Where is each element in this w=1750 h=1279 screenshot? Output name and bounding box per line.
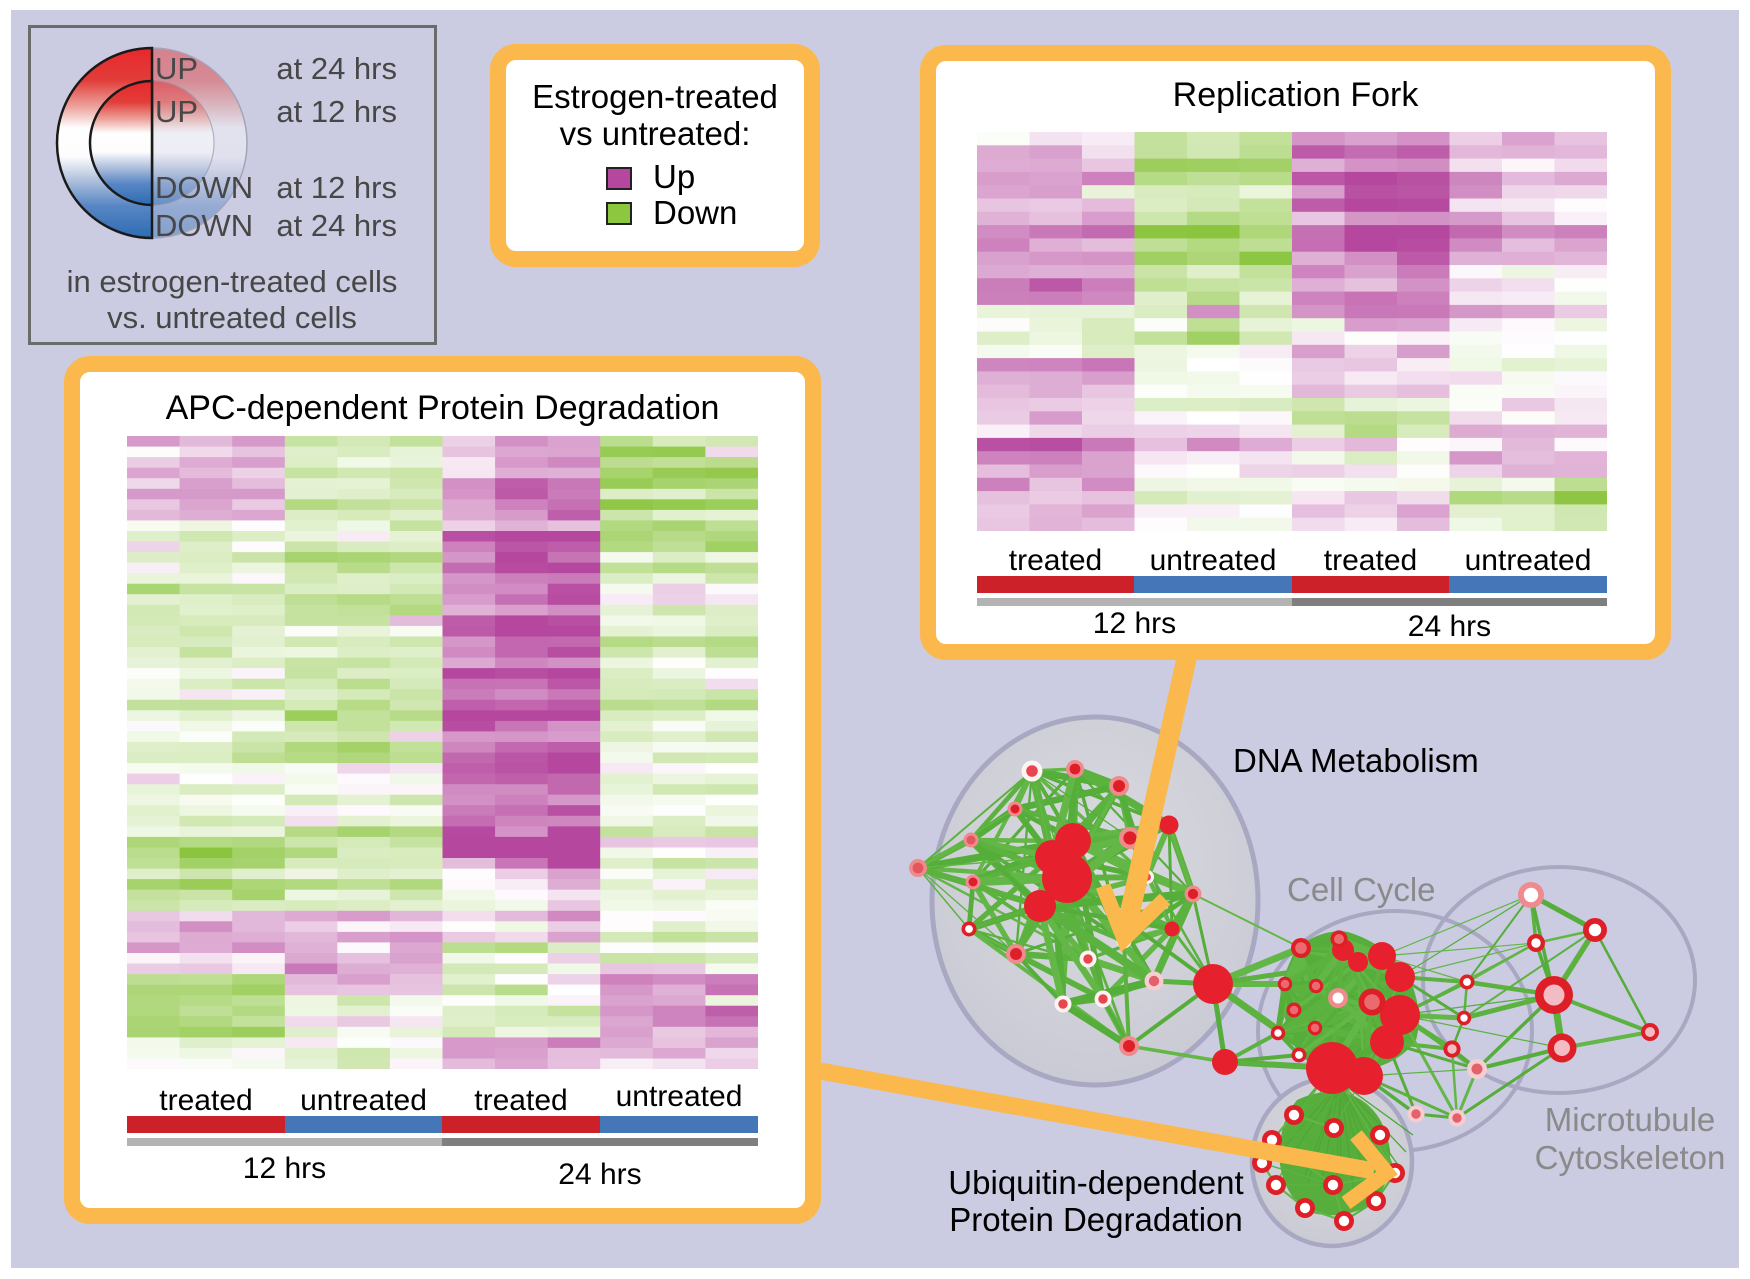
svg-text:UP: UP: [155, 51, 198, 86]
svg-text:DOWN: DOWN: [155, 170, 253, 205]
svg-text:at 12 hrs: at 12 hrs: [276, 170, 397, 205]
svg-text:Ubiquitin-dependent: Ubiquitin-dependent: [948, 1164, 1243, 1201]
svg-text:at 24 hrs: at 24 hrs: [276, 51, 397, 86]
svg-text:Microtubule: Microtubule: [1545, 1101, 1716, 1138]
svg-text:vs. untreated cells: vs. untreated cells: [107, 300, 357, 335]
svg-text:DOWN: DOWN: [155, 208, 253, 243]
svg-text:Protein Degradation: Protein Degradation: [949, 1201, 1243, 1238]
svg-text:at 24 hrs: at 24 hrs: [276, 208, 397, 243]
svg-text:UP: UP: [155, 94, 198, 129]
svg-text:Cytoskeleton: Cytoskeleton: [1535, 1139, 1726, 1176]
svg-text:Cell Cycle: Cell Cycle: [1287, 871, 1436, 908]
svg-text:in estrogen-treated cells: in estrogen-treated cells: [67, 264, 398, 299]
svg-text:DNA Metabolism: DNA Metabolism: [1233, 742, 1479, 779]
svg-text:at 12 hrs: at 12 hrs: [276, 94, 397, 129]
